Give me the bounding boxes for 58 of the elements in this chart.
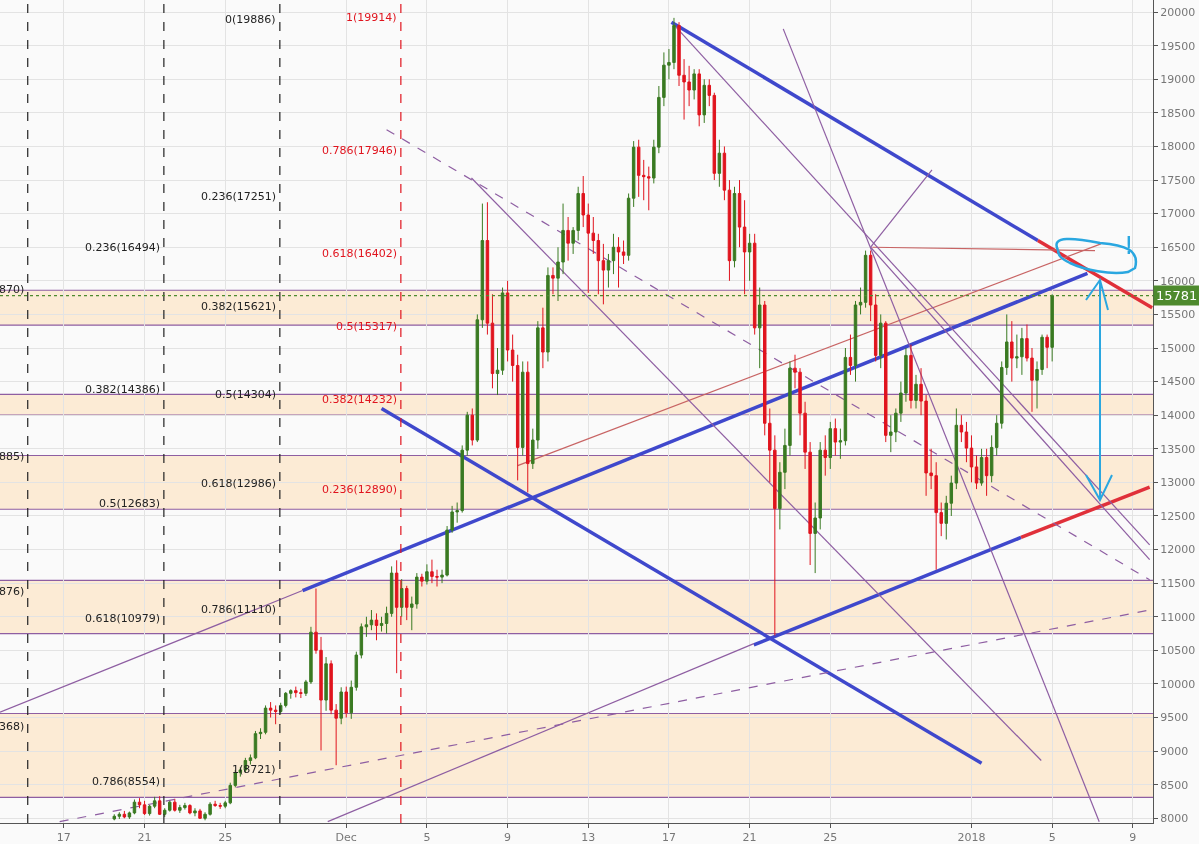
annotation: 870) xyxy=(0,283,25,296)
y-tick-label: 8000 xyxy=(1160,812,1189,826)
x-tick-label: 17 xyxy=(661,831,676,844)
annotation: 0.236(12890) xyxy=(322,483,398,496)
annotation: 0.786(8554) xyxy=(92,775,161,788)
y-tick-label: 14500 xyxy=(1160,375,1196,389)
x-tick-label: 5 xyxy=(1048,831,1056,844)
x-tick-label: 21 xyxy=(742,831,757,844)
y-tick-label: 11500 xyxy=(1160,577,1196,590)
y-tick-label: 9500 xyxy=(1160,711,1189,725)
annotation: 1(19914) xyxy=(346,11,397,24)
x-tick-label: 13 xyxy=(581,831,596,844)
ref-line-label: 15781 xyxy=(1156,288,1198,303)
y-tick-label: 10000 xyxy=(1160,677,1196,691)
x-tick-label: 25 xyxy=(823,831,838,844)
x-tick-label: Dec xyxy=(335,831,357,844)
annotation: 0.236(17251) xyxy=(201,190,277,203)
y-tick-label: 16500 xyxy=(1160,241,1196,255)
annotation: 368) xyxy=(0,720,25,733)
annotation: 0.786(17946) xyxy=(322,144,398,157)
annotation: 876) xyxy=(0,585,25,598)
annotation: 0.5(12683) xyxy=(99,497,161,510)
annotation: 0.382(14232) xyxy=(322,393,398,406)
annotation: 0.5(15317) xyxy=(336,320,398,333)
y-tick-label: 14000 xyxy=(1160,409,1196,423)
x-tick-label: 9 xyxy=(504,831,512,844)
y-tick-label: 15000 xyxy=(1160,341,1196,355)
x-tick-label: 21 xyxy=(137,831,152,844)
annotation: 0.618(12986) xyxy=(201,477,277,490)
y-tick-label: 11000 xyxy=(1160,610,1196,624)
y-tick-label: 12000 xyxy=(1160,543,1196,557)
x-tick-label: 9 xyxy=(1129,831,1137,844)
y-tick-label: 10500 xyxy=(1160,644,1196,658)
y-tick-label: 8500 xyxy=(1160,778,1189,792)
x-tick-label: 5 xyxy=(423,831,431,844)
annotation: 0.382(15621) xyxy=(201,300,277,313)
y-tick-label: 13000 xyxy=(1160,476,1196,490)
x-tick-label: 25 xyxy=(218,831,233,844)
y-tick-label: 18000 xyxy=(1160,140,1196,154)
annotation: 0.618(10979) xyxy=(85,612,161,625)
annotation: 0(19886) xyxy=(225,13,276,26)
annotation: 0.236(16494) xyxy=(85,241,161,254)
x-tick-label: 17 xyxy=(56,831,71,844)
y-tick-label: 18500 xyxy=(1160,106,1196,120)
annotation: 0.382(14386) xyxy=(85,383,161,396)
y-tick-label: 17500 xyxy=(1160,173,1196,187)
y-tick-label: 19500 xyxy=(1160,39,1196,53)
y-tick-label: 16000 xyxy=(1160,274,1196,288)
y-tick-label: 12500 xyxy=(1160,509,1196,523)
x-tick-label: 2018 xyxy=(957,831,986,844)
y-tick-label: 9000 xyxy=(1160,744,1189,758)
y-tick-label: 15500 xyxy=(1160,308,1196,322)
annotation: 0.618(16402) xyxy=(322,247,398,260)
y-tick-label: 19000 xyxy=(1160,73,1196,87)
y-tick-label: 17000 xyxy=(1160,207,1196,221)
y-tick-label: 20000 xyxy=(1160,5,1196,19)
y-tick-label: 13500 xyxy=(1160,442,1196,456)
annotation: ! xyxy=(1124,232,1134,260)
